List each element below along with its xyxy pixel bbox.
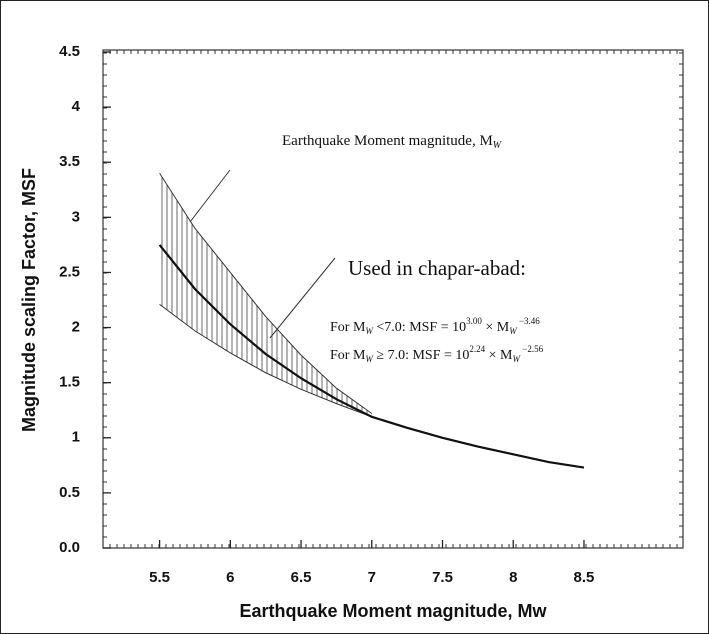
y-tick-label: 1.5 bbox=[59, 374, 80, 391]
arrow bbox=[189, 169, 231, 223]
x-tick-label: 7 bbox=[368, 569, 376, 586]
formula: For MW <7.0: MSF = 103.00 × MW −3.46 bbox=[330, 316, 540, 336]
band-upper bbox=[159, 172, 373, 414]
plot-area bbox=[102, 49, 684, 549]
x-tick-label: 6 bbox=[226, 569, 234, 586]
y-tick-label: 3.5 bbox=[59, 153, 80, 170]
y-tick-label: 0.0 bbox=[59, 539, 80, 556]
x-tick-label: 6.5 bbox=[291, 569, 312, 586]
x-tick-label: 8 bbox=[509, 569, 517, 586]
x-tick-label: 7.5 bbox=[432, 569, 453, 586]
y-tick-label: 2 bbox=[72, 319, 80, 336]
x-axis-title: Earthquake Moment magnitude, Mw bbox=[239, 601, 547, 621]
y-axis-title: Magnitude scaling Factor, MSF bbox=[19, 168, 39, 432]
y-tick-label: 4.5 bbox=[59, 43, 80, 60]
data-line bbox=[158, 244, 585, 469]
y-tick-label: 2.5 bbox=[59, 263, 80, 280]
arrow bbox=[269, 257, 336, 339]
annotation: Used in chapar-abad: bbox=[348, 256, 526, 280]
x-tick-label: 5.5 bbox=[149, 569, 170, 586]
annotation: Earthquake Moment magnitude, MW bbox=[282, 133, 503, 151]
y-tick-label: 1 bbox=[72, 429, 80, 446]
y-tick-label: 3 bbox=[72, 208, 80, 225]
band-lower bbox=[159, 304, 372, 418]
y-tick-label: 4 bbox=[72, 98, 81, 115]
formula: For MW ≥ 7.0: MSF = 102.24 × MW −2.56 bbox=[330, 344, 544, 364]
x-tick-label: 8.5 bbox=[574, 569, 595, 586]
y-tick-label: 0.5 bbox=[59, 484, 80, 501]
